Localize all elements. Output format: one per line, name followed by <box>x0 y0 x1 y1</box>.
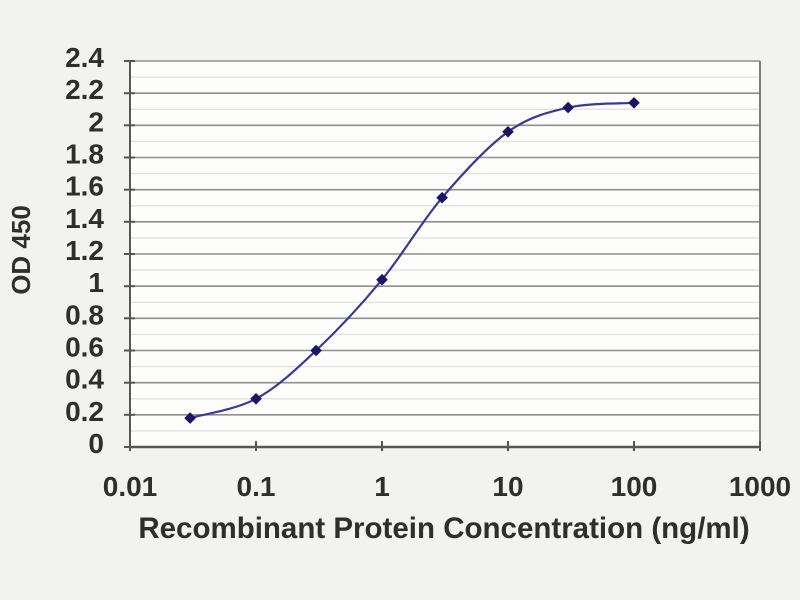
svg-text:1: 1 <box>88 267 104 298</box>
svg-text:0.01: 0.01 <box>103 471 158 502</box>
svg-text:1.4: 1.4 <box>65 203 104 234</box>
svg-text:1.2: 1.2 <box>65 235 104 266</box>
svg-text:0.8: 0.8 <box>65 299 104 330</box>
svg-text:0.6: 0.6 <box>65 332 104 363</box>
svg-text:100: 100 <box>611 471 658 502</box>
svg-text:1: 1 <box>374 471 390 502</box>
svg-text:1000: 1000 <box>729 471 791 502</box>
svg-text:0: 0 <box>88 428 104 459</box>
svg-text:10: 10 <box>492 471 523 502</box>
svg-text:Recombinant Protein Concentrat: Recombinant Protein Concentration (ng/ml… <box>138 512 749 545</box>
svg-text:2: 2 <box>88 106 104 137</box>
svg-text:1.8: 1.8 <box>65 139 104 170</box>
svg-text:0.1: 0.1 <box>237 471 276 502</box>
svg-text:2.2: 2.2 <box>65 74 104 105</box>
svg-text:0.4: 0.4 <box>65 364 104 395</box>
svg-text:OD 450: OD 450 <box>6 205 36 295</box>
svg-text:2.4: 2.4 <box>65 42 104 73</box>
svg-text:0.2: 0.2 <box>65 396 104 427</box>
svg-text:1.6: 1.6 <box>65 171 104 202</box>
